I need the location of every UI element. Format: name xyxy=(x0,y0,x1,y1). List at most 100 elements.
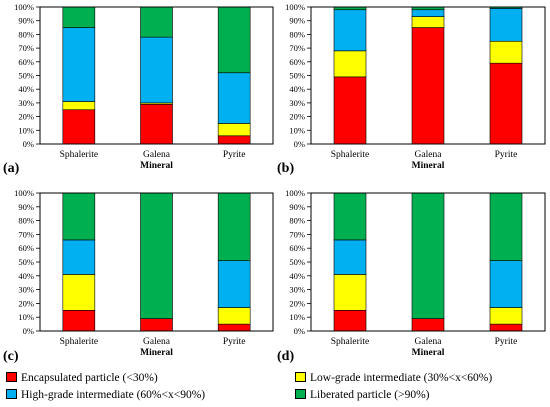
y-tick-label: 90% xyxy=(289,16,305,26)
y-tick-label: 40% xyxy=(18,84,34,94)
bar-segment-encapsulated xyxy=(62,309,96,332)
y-tick-label: 40% xyxy=(18,271,34,281)
bar-segment-liberated xyxy=(140,6,173,38)
bar-segment-high_grade xyxy=(62,239,96,275)
plot-frame xyxy=(310,6,546,145)
legend-item-high-grade: High-grade intermediate (60%<x<90%) xyxy=(6,388,205,402)
plot-frame xyxy=(310,192,546,332)
bar-segment-liberated xyxy=(62,192,96,241)
x-tick-label: Pyrite xyxy=(495,337,518,347)
legend-label-low-grade: Low-grade intermediate (30%<x<60%) xyxy=(310,372,493,384)
y-tick-label: 20% xyxy=(18,112,34,122)
bar-segment-high_grade xyxy=(333,239,367,275)
plot-frame xyxy=(39,192,274,332)
y-tick-label: 50% xyxy=(18,257,34,267)
bar-segment-encapsulated xyxy=(333,76,367,145)
bar-segment-low_grade xyxy=(333,50,367,78)
x-tick-label: Galena xyxy=(415,150,443,160)
x-tick-label: Sphalerite xyxy=(60,337,99,347)
y-tick-label: 20% xyxy=(289,112,305,122)
y-tick-label: 60% xyxy=(289,57,305,67)
y-tick-label: 30% xyxy=(18,285,34,295)
panel-label: (a) xyxy=(3,161,20,176)
y-tick-label: 80% xyxy=(18,216,34,226)
bar-segment-high_grade xyxy=(217,72,251,124)
y-tick-label: 70% xyxy=(18,229,34,239)
bar-segment-low_grade xyxy=(62,274,96,311)
x-tick-label: Galena xyxy=(143,150,171,160)
panel-label: (d) xyxy=(277,349,294,364)
bar-segment-low_grade xyxy=(217,307,251,325)
bar-segment-high_grade xyxy=(217,260,251,308)
bar-segment-high_grade xyxy=(411,9,445,17)
bar-segment-encapsulated xyxy=(411,27,445,145)
x-axis-title: Mineral xyxy=(412,348,445,358)
x-tick-label: Pyrite xyxy=(223,337,246,347)
bar-segment-high_grade xyxy=(333,9,367,52)
bar-segment-encapsulated xyxy=(333,309,367,332)
y-tick-label: 100% xyxy=(285,188,305,198)
x-axis-title: Mineral xyxy=(140,161,173,171)
legend-item-low-grade: Low-grade intermediate (30%<x<60%) xyxy=(295,371,492,385)
bar-segment-encapsulated xyxy=(217,135,251,145)
bar-segment-high_grade xyxy=(62,27,96,102)
x-tick-label: Sphalerite xyxy=(331,337,370,347)
y-tick-label: 30% xyxy=(289,98,305,108)
x-tick-label: Sphalerite xyxy=(60,150,99,160)
y-tick-label: 50% xyxy=(18,71,34,81)
bar-segment-low_grade xyxy=(333,274,367,311)
y-tick-label: 10% xyxy=(289,312,305,322)
legend: Encapsulated particle (<30%) Low-grade i… xyxy=(0,368,550,407)
legend-item-encapsulated: Encapsulated particle (<30%) xyxy=(6,371,158,385)
y-tick-label: 70% xyxy=(18,43,34,53)
bar-segment-encapsulated xyxy=(140,103,173,145)
bar-segment-low_grade xyxy=(489,40,523,64)
y-tick-label: 50% xyxy=(289,71,305,81)
y-tick-label: 80% xyxy=(18,29,34,39)
y-tick-label: 100% xyxy=(285,2,305,12)
bar-segment-liberated xyxy=(411,192,445,319)
plot-frame xyxy=(39,6,274,145)
y-tick-label: 40% xyxy=(289,84,305,94)
y-tick-label: 50% xyxy=(289,257,305,267)
y-tick-label: 90% xyxy=(289,202,305,212)
y-tick-label: 100% xyxy=(14,188,34,198)
legend-label-encapsulated: Encapsulated particle (<30%) xyxy=(21,372,158,384)
x-axis-title: Mineral xyxy=(140,348,173,358)
bar-segment-encapsulated xyxy=(489,62,523,145)
bar-segment-liberated xyxy=(217,6,251,74)
x-axis-title: Mineral xyxy=(412,161,445,171)
bar-segment-encapsulated xyxy=(62,109,96,145)
bar-segment-low_grade xyxy=(411,16,445,28)
bar-segment-high_grade xyxy=(489,8,523,42)
y-tick-label: 10% xyxy=(18,312,34,322)
y-tick-label: 90% xyxy=(18,16,34,26)
y-tick-label: 30% xyxy=(18,98,34,108)
bar-segment-high_grade xyxy=(140,36,173,104)
y-tick-label: 100% xyxy=(14,2,34,12)
y-tick-label: 10% xyxy=(18,125,34,135)
bar-segment-high_grade xyxy=(489,260,523,308)
y-tick-label: 90% xyxy=(18,202,34,212)
chart-panel: 0% 10% 20% 30% 40% 50% 60% 70% 80% 90% 100% Sphaler… xyxy=(277,2,546,176)
x-tick-label: Pyrite xyxy=(223,150,246,160)
y-tick-label: 80% xyxy=(289,216,305,226)
y-tick-label: 60% xyxy=(289,243,305,253)
y-tick-label: 0% xyxy=(23,326,34,336)
y-tick-label: 70% xyxy=(289,229,305,239)
bar-segment-low_grade xyxy=(489,307,523,325)
chart-panel: 0% 10% 20% 30% 40% 50% 60% 70% 80% 90% 100% Sphaler… xyxy=(3,188,274,364)
y-tick-label: 60% xyxy=(18,57,34,67)
bar-segment-liberated xyxy=(489,192,523,261)
y-tick-label: 60% xyxy=(18,243,34,253)
x-tick-label: Sphalerite xyxy=(331,150,370,160)
panel-label: (b) xyxy=(277,161,294,176)
panel-label: (c) xyxy=(3,349,19,364)
x-tick-label: Galena xyxy=(415,337,443,347)
bar-segment-liberated xyxy=(217,192,251,261)
x-tick-label: Galena xyxy=(143,337,171,347)
y-tick-label: 30% xyxy=(289,285,305,295)
bar-segment-encapsulated xyxy=(411,318,445,332)
bar-segment-liberated xyxy=(333,192,367,241)
